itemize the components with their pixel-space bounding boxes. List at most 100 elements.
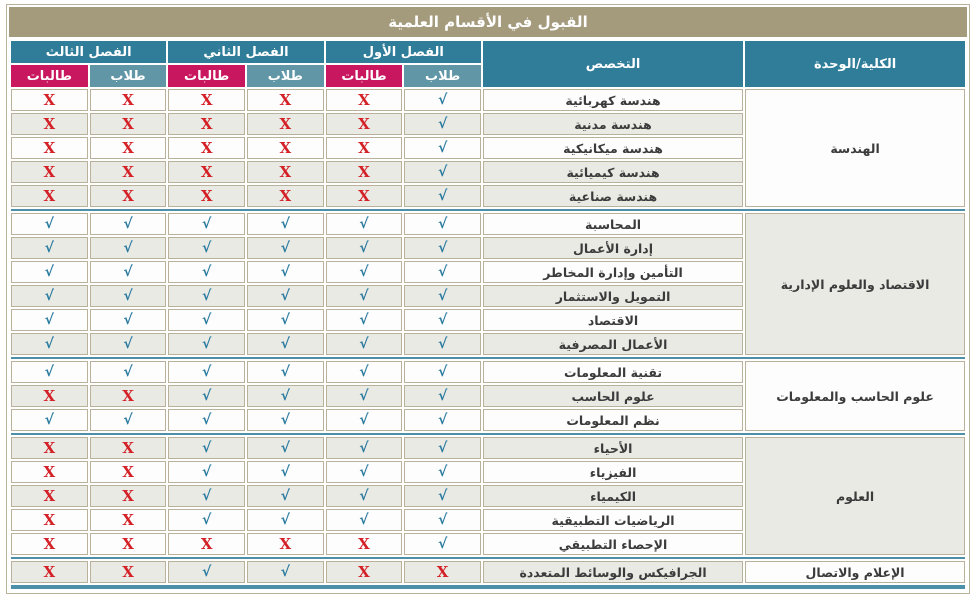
check-icon: √ (168, 561, 245, 583)
check-icon: √ (168, 285, 245, 307)
cross-icon: X (247, 137, 324, 159)
cross-icon: X (89, 509, 167, 531)
check-icon: √ (89, 409, 167, 431)
check-icon: √ (168, 437, 245, 459)
cross-icon: X (11, 461, 88, 483)
major-cell: الإحصاء التطبيقي (482, 533, 744, 555)
check-icon: √ (168, 485, 245, 507)
col-header-female-s1: طالبات (325, 65, 403, 87)
table-row: هندسة ميكانيكية √ X X X X X (11, 137, 965, 159)
check-icon: √ (168, 409, 245, 431)
check-icon: √ (247, 385, 324, 407)
check-icon: √ (247, 361, 324, 383)
check-icon: √ (404, 113, 481, 135)
college-group: علوم الحاسب والمعلومات تقنية المعلومات √ √ √… (11, 357, 965, 431)
check-icon: √ (247, 261, 324, 283)
table-row: التمويل والاستثمار √ √ √ √ √ √ (11, 285, 965, 307)
table-footer (11, 585, 965, 589)
check-icon: √ (404, 161, 481, 183)
major-cell: هندسة ميكانيكية (482, 137, 744, 159)
col-header-female-s2: طالبات (168, 65, 245, 87)
check-icon: √ (168, 213, 245, 235)
table-row: الرياضيات التطبيقية √ √ √ √ X X (11, 509, 965, 531)
major-cell: إدارة الأعمال (482, 237, 744, 259)
major-cell: نظم المعلومات (482, 409, 744, 431)
check-icon: √ (404, 361, 481, 383)
check-icon: √ (404, 485, 481, 507)
table-row: هندسة كيميائية √ X X X X X (11, 161, 965, 183)
check-icon: √ (89, 261, 167, 283)
check-icon: √ (11, 237, 88, 259)
check-icon: √ (89, 361, 167, 383)
col-header-college: الكلية/الوحدة (745, 41, 965, 87)
major-cell: التمويل والاستثمار (482, 285, 744, 307)
major-cell: هندسة صناعية (482, 185, 744, 207)
major-cell: الأحياء (482, 437, 744, 459)
check-icon: √ (404, 213, 481, 235)
check-icon: √ (404, 185, 481, 207)
check-icon: √ (247, 437, 324, 459)
admissions-table-container: القبول في الأقسام العلمية الكلية/الوحدة … (6, 4, 970, 594)
cross-icon: X (11, 161, 88, 183)
check-icon: √ (89, 285, 167, 307)
major-cell: هندسة كيميائية (482, 161, 744, 183)
check-icon: √ (404, 309, 481, 331)
check-icon: √ (89, 309, 167, 331)
college-cell: الاقتصاد والعلوم الإدارية (745, 213, 965, 355)
check-icon: √ (325, 385, 403, 407)
cross-icon: X (325, 185, 403, 207)
col-header-male-s3: طلاب (89, 65, 167, 87)
cross-icon: X (325, 113, 403, 135)
table-row: هندسة مدنية √ X X X X X (11, 113, 965, 135)
check-icon: √ (89, 333, 167, 355)
cross-icon: X (89, 437, 167, 459)
table-row: الاقتصاد والعلوم الإدارية المحاسبة √ √ √ √ √ √ (11, 213, 965, 355)
check-icon: √ (404, 237, 481, 259)
check-icon: √ (404, 89, 481, 111)
table-row: العلوم الأحياء √ √ √ √ X X (11, 437, 965, 555)
check-icon: √ (404, 533, 481, 555)
table-row: الإعلام والاتصال الجرافيكس والوسائط المتع… (11, 561, 965, 583)
check-icon: √ (325, 237, 403, 259)
table-row: الأعمال المصرفية √ √ √ √ √ √ (11, 333, 965, 355)
check-icon: √ (325, 437, 403, 459)
cross-icon: X (11, 113, 88, 135)
major-cell: التأمين وإدارة المخاطر (482, 261, 744, 283)
cross-icon: X (89, 485, 167, 507)
cross-icon: X (11, 89, 88, 111)
check-icon: √ (404, 137, 481, 159)
check-icon: √ (247, 561, 324, 583)
college-group: الهندسة هندسة كهربائية √ X X X X X هندسة مدنية √ X… (11, 89, 965, 207)
table-row: علوم الحاسب والمعلومات تقنية المعلومات √ √ √… (11, 361, 965, 431)
check-icon: √ (247, 461, 324, 483)
group-divider-line (11, 209, 965, 211)
check-icon: √ (325, 409, 403, 431)
col-header-semester-2: الفصل الثاني (168, 41, 324, 63)
college-cell: علوم الحاسب والمعلومات (745, 361, 965, 431)
check-icon: √ (247, 285, 324, 307)
cross-icon: X (247, 89, 324, 111)
cross-icon: X (168, 137, 245, 159)
check-icon: √ (11, 361, 88, 383)
cross-icon: X (11, 437, 88, 459)
check-icon: √ (89, 213, 167, 235)
cross-icon: X (168, 113, 245, 135)
group-divider-line (11, 357, 965, 359)
check-icon: √ (168, 385, 245, 407)
cross-icon: X (247, 113, 324, 135)
group-divider-line (11, 557, 965, 559)
cross-icon: X (11, 137, 88, 159)
check-icon: √ (11, 309, 88, 331)
check-icon: √ (404, 509, 481, 531)
check-icon: √ (11, 409, 88, 431)
cross-icon: X (89, 113, 167, 135)
col-header-female-s3: طالبات (11, 65, 88, 87)
check-icon: √ (168, 309, 245, 331)
check-icon: √ (89, 237, 167, 259)
cross-icon: X (11, 385, 88, 407)
cross-icon: X (89, 461, 167, 483)
check-icon: √ (168, 237, 245, 259)
check-icon: √ (404, 385, 481, 407)
major-cell: تقنية المعلومات (482, 361, 744, 383)
table-row: الاقتصاد √ √ √ √ √ √ (11, 309, 965, 331)
